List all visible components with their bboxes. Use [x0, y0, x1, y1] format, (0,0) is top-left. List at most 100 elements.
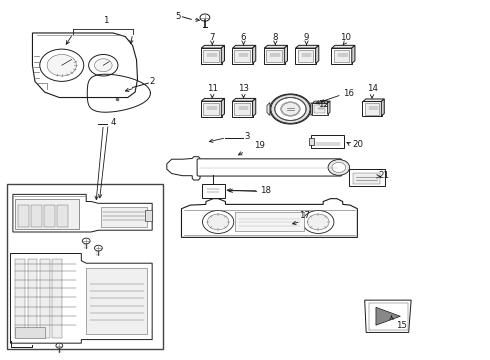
Text: 7: 7	[210, 32, 215, 41]
FancyBboxPatch shape	[203, 103, 219, 115]
FancyBboxPatch shape	[201, 101, 222, 117]
Polygon shape	[252, 98, 256, 117]
Polygon shape	[363, 99, 384, 102]
Text: 11: 11	[207, 84, 218, 93]
Circle shape	[89, 54, 118, 76]
Polygon shape	[376, 307, 400, 325]
Polygon shape	[13, 194, 152, 232]
Polygon shape	[167, 157, 200, 180]
Circle shape	[95, 245, 102, 251]
FancyBboxPatch shape	[201, 48, 222, 64]
Polygon shape	[295, 45, 319, 48]
FancyBboxPatch shape	[203, 50, 219, 62]
FancyBboxPatch shape	[334, 50, 349, 62]
FancyBboxPatch shape	[365, 103, 379, 114]
Polygon shape	[313, 101, 330, 103]
FancyBboxPatch shape	[314, 105, 325, 113]
Text: 21: 21	[378, 171, 390, 180]
FancyBboxPatch shape	[201, 184, 225, 198]
Text: 19: 19	[254, 141, 265, 150]
Polygon shape	[233, 98, 256, 101]
FancyBboxPatch shape	[235, 103, 250, 115]
Polygon shape	[221, 98, 224, 117]
Polygon shape	[181, 199, 357, 237]
FancyBboxPatch shape	[297, 50, 313, 62]
Text: 8: 8	[272, 32, 278, 41]
Polygon shape	[311, 103, 314, 116]
Circle shape	[332, 162, 345, 172]
Circle shape	[303, 211, 334, 233]
Text: 17: 17	[299, 211, 310, 220]
Text: 1: 1	[103, 16, 108, 25]
FancyBboxPatch shape	[363, 101, 382, 117]
Circle shape	[95, 59, 112, 72]
Text: 4: 4	[111, 118, 116, 127]
Text: 2: 2	[150, 77, 155, 86]
Bar	[101, 207, 147, 227]
Circle shape	[82, 238, 90, 244]
Text: 14: 14	[367, 84, 377, 93]
Bar	[145, 211, 152, 221]
Bar	[6, 184, 163, 348]
Bar	[57, 205, 68, 226]
Text: 16: 16	[343, 89, 354, 98]
Circle shape	[282, 103, 299, 116]
FancyBboxPatch shape	[232, 48, 253, 64]
Bar	[27, 259, 37, 338]
Circle shape	[308, 214, 329, 230]
Polygon shape	[233, 45, 256, 48]
Bar	[86, 268, 147, 334]
Circle shape	[47, 54, 76, 76]
Polygon shape	[201, 45, 224, 48]
FancyBboxPatch shape	[295, 48, 316, 64]
Text: 5: 5	[175, 12, 180, 21]
Circle shape	[200, 14, 210, 21]
FancyBboxPatch shape	[15, 199, 79, 229]
Circle shape	[328, 159, 349, 175]
Text: 12: 12	[318, 100, 329, 109]
FancyBboxPatch shape	[264, 48, 285, 64]
FancyBboxPatch shape	[348, 169, 385, 186]
Text: 9: 9	[304, 32, 309, 41]
FancyBboxPatch shape	[232, 101, 253, 117]
Polygon shape	[328, 101, 330, 114]
Bar	[235, 212, 304, 231]
Polygon shape	[381, 99, 384, 116]
Bar	[44, 205, 55, 226]
FancyBboxPatch shape	[312, 135, 343, 148]
FancyBboxPatch shape	[312, 103, 328, 115]
FancyBboxPatch shape	[235, 50, 250, 62]
Polygon shape	[264, 45, 288, 48]
Circle shape	[56, 343, 63, 348]
Polygon shape	[32, 33, 138, 98]
FancyBboxPatch shape	[197, 159, 342, 176]
Text: 10: 10	[340, 32, 351, 41]
Text: 20: 20	[352, 140, 364, 149]
Bar	[15, 327, 45, 338]
Bar	[310, 138, 315, 145]
Text: 3: 3	[244, 132, 249, 141]
Bar	[31, 205, 42, 226]
Text: 18: 18	[260, 186, 270, 195]
Polygon shape	[252, 45, 256, 63]
Text: 6: 6	[241, 32, 246, 41]
Circle shape	[40, 49, 84, 81]
Polygon shape	[332, 45, 355, 48]
Polygon shape	[316, 45, 319, 63]
Bar	[18, 205, 28, 226]
Wedge shape	[270, 94, 311, 124]
Polygon shape	[10, 253, 152, 343]
Polygon shape	[267, 103, 270, 116]
Polygon shape	[201, 98, 224, 101]
Bar	[40, 259, 49, 338]
Polygon shape	[365, 300, 411, 332]
Polygon shape	[352, 45, 355, 63]
Circle shape	[207, 214, 229, 230]
Bar	[353, 173, 380, 184]
FancyBboxPatch shape	[266, 50, 282, 62]
Circle shape	[202, 211, 234, 233]
Polygon shape	[284, 45, 288, 63]
Polygon shape	[221, 45, 224, 63]
Text: 15: 15	[396, 320, 407, 329]
Bar	[52, 259, 62, 338]
